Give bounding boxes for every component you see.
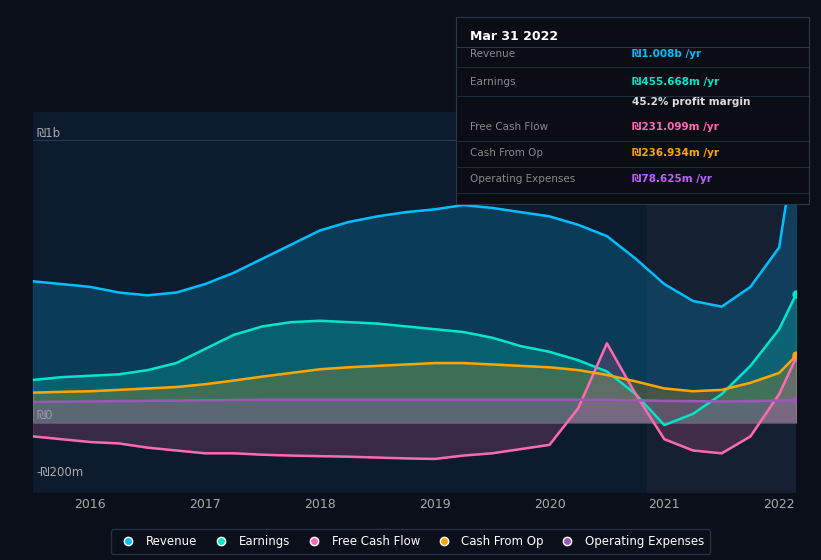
Text: Mar 31 2022: Mar 31 2022	[470, 30, 558, 43]
Legend: Revenue, Earnings, Free Cash Flow, Cash From Op, Operating Expenses: Revenue, Earnings, Free Cash Flow, Cash …	[111, 529, 710, 554]
Text: -₪200m: -₪200m	[37, 466, 84, 479]
Text: ₪236.934m /yr: ₪236.934m /yr	[632, 148, 719, 158]
Text: ₪78.625m /yr: ₪78.625m /yr	[632, 174, 712, 184]
Bar	[647, 112, 796, 493]
Text: 45.2% profit margin: 45.2% profit margin	[632, 97, 750, 108]
Text: ₪1.008b /yr: ₪1.008b /yr	[632, 49, 701, 59]
Text: Revenue: Revenue	[470, 49, 515, 59]
Text: Free Cash Flow: Free Cash Flow	[470, 122, 548, 132]
Text: Cash From Op: Cash From Op	[470, 148, 543, 158]
Text: Operating Expenses: Operating Expenses	[470, 174, 575, 184]
Text: ₪455.668m /yr: ₪455.668m /yr	[632, 77, 719, 87]
Text: Earnings: Earnings	[470, 77, 516, 87]
Text: ₪0: ₪0	[37, 409, 53, 422]
Text: ₪1b: ₪1b	[37, 127, 61, 140]
Text: ₪231.099m /yr: ₪231.099m /yr	[632, 122, 719, 132]
